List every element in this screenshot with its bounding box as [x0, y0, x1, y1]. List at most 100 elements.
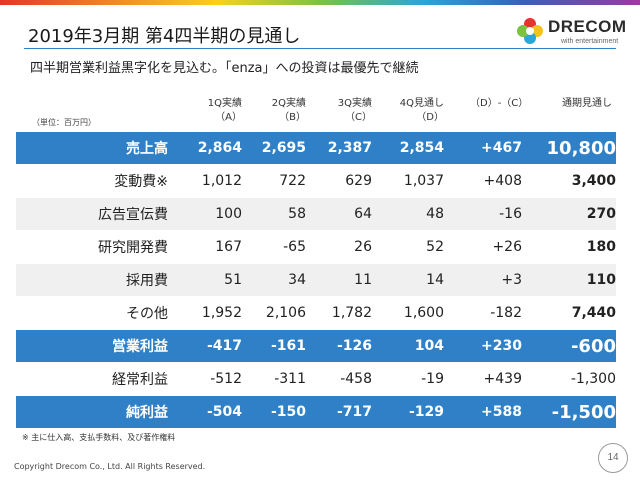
cell-4q: -129: [372, 395, 444, 428]
cell-2q: -161: [242, 329, 306, 363]
logo-wordmark: DRECOM: [548, 17, 627, 36]
cell-diff: +230: [444, 329, 522, 363]
footnote: ※ 主に仕入高、支払手数料、及び著作権料: [22, 433, 176, 442]
cell-4q: 48: [372, 197, 444, 231]
cell-2q: -311: [242, 362, 306, 396]
row-label: 純利益: [16, 395, 168, 428]
cell-2q: 2,106: [242, 296, 306, 330]
cell-2q: 34: [242, 263, 306, 297]
copyright: Copyright Drecom Co., Ltd. All Rights Re…: [14, 462, 206, 471]
cell-2q: -150: [242, 395, 306, 428]
table-row-advertising: 広告宣伝費 100 58 64 48 -16 270: [16, 197, 616, 231]
table-row-operating-income: 営業利益 -417 -161 -126 104 +230 -600: [16, 329, 616, 363]
cell-2q: -65: [242, 230, 306, 264]
cell-1q: 1,012: [168, 164, 242, 198]
cell-3q: 64: [306, 197, 372, 231]
row-label: 経常利益: [16, 362, 168, 396]
cell-diff: -182: [444, 296, 522, 330]
cell-1q: 167: [168, 230, 242, 264]
column-header-line1: 3Q実績: [337, 98, 372, 109]
row-label: 売上高: [16, 132, 168, 165]
column-header-line2: （C）: [345, 112, 372, 123]
cell-diff: +588: [444, 395, 522, 428]
cell-3q: 11: [306, 263, 372, 297]
cell-4q: -19: [372, 362, 444, 396]
cell-fy: -1,500: [522, 395, 616, 428]
column-header-3q: 3Q実績 （C）: [326, 97, 372, 125]
cell-fy: 270: [522, 197, 616, 231]
row-label: 研究開発費: [16, 230, 168, 264]
cell-2q: 58: [242, 197, 306, 231]
cell-3q: -717: [306, 395, 372, 428]
cell-fy: 180: [522, 230, 616, 264]
cell-diff: +408: [444, 164, 522, 198]
cell-3q: 629: [306, 164, 372, 198]
title-divider: [24, 48, 616, 49]
cell-4q: 52: [372, 230, 444, 264]
cell-fy: 3,400: [522, 164, 616, 198]
cell-diff: +3: [444, 263, 522, 297]
page-title: 2019年3月期 第4四半期の見通し: [28, 26, 301, 47]
page-subtitle: 四半期営業利益黒字化を見込む。「enza」への投資は最優先で継続: [30, 61, 419, 76]
column-header-1q: 1Q実績 （A）: [196, 97, 242, 125]
flower-logo-icon: [517, 18, 543, 44]
cell-4q: 2,854: [372, 132, 444, 165]
column-header-line1: （D）-（C）: [470, 98, 529, 109]
row-label: その他: [16, 296, 168, 330]
column-header-line1: 4Q見通し: [399, 98, 444, 109]
cell-1q: -417: [168, 329, 242, 363]
cell-fy: 10,800: [522, 132, 616, 165]
cell-4q: 1,037: [372, 164, 444, 198]
table-row-rnd: 研究開発費 167 -65 26 52 +26 180: [16, 230, 616, 264]
cell-4q: 14: [372, 263, 444, 297]
cell-diff: +26: [444, 230, 522, 264]
column-header-2q: 2Q実績 （B）: [260, 97, 306, 125]
column-header-line1: 2Q実績: [271, 98, 306, 109]
cell-2q: 2,695: [242, 132, 306, 165]
cell-diff: +467: [444, 132, 522, 165]
table-row-net-income: 純利益 -504 -150 -717 -129 +588 -1,500: [16, 395, 616, 428]
column-header-4q: 4Q見通し （D）: [390, 97, 444, 125]
cell-4q: 1,600: [372, 296, 444, 330]
financial-table: 売上高 2,864 2,695 2,387 2,854 +467 10,800 …: [16, 132, 616, 428]
column-header-line2: （B）: [279, 112, 306, 123]
cell-1q: -512: [168, 362, 242, 396]
table-row-ordinary-income: 経常利益 -512 -311 -458 -19 +439 -1,300: [16, 362, 616, 396]
column-header-line1: 通期見通し: [562, 98, 612, 109]
row-label: 変動費※: [16, 164, 168, 198]
rainbow-top-bar: [0, 0, 640, 5]
drecom-logo: DRECOM with entertainment: [515, 16, 627, 48]
cell-3q: 1,782: [306, 296, 372, 330]
logo-tagline: with entertainment: [561, 38, 619, 45]
table-row-revenue: 売上高 2,864 2,695 2,387 2,854 +467 10,800: [16, 132, 616, 165]
page-number: 14: [598, 443, 628, 473]
unit-label: （単位：百万円）: [32, 118, 96, 127]
cell-3q: -458: [306, 362, 372, 396]
cell-1q: -504: [168, 395, 242, 428]
cell-diff: +439: [444, 362, 522, 396]
cell-3q: 26: [306, 230, 372, 264]
row-label: 採用費: [16, 263, 168, 297]
cell-fy: 110: [522, 263, 616, 297]
cell-1q: 51: [168, 263, 242, 297]
cell-3q: -126: [306, 329, 372, 363]
cell-fy: -600: [522, 329, 616, 363]
column-header-line2: （A）: [215, 112, 242, 123]
cell-1q: 2,864: [168, 132, 242, 165]
cell-4q: 104: [372, 329, 444, 363]
cell-fy: -1,300: [522, 362, 616, 396]
table-row-variable-cost: 変動費※ 1,012 722 629 1,037 +408 3,400: [16, 164, 616, 198]
cell-2q: 722: [242, 164, 306, 198]
cell-1q: 100: [168, 197, 242, 231]
row-label: 営業利益: [16, 329, 168, 363]
column-header-diff: （D）-（C）: [470, 97, 529, 111]
column-header-fy: 通期見通し: [548, 97, 612, 111]
cell-diff: -16: [444, 197, 522, 231]
table-row-other: その他 1,952 2,106 1,782 1,600 -182 7,440: [16, 296, 616, 330]
cell-fy: 7,440: [522, 296, 616, 330]
column-header-line2: （D）: [416, 112, 444, 123]
row-label: 広告宣伝費: [16, 197, 168, 231]
cell-1q: 1,952: [168, 296, 242, 330]
cell-3q: 2,387: [306, 132, 372, 165]
table-row-recruiting: 採用費 51 34 11 14 +3 110: [16, 263, 616, 297]
